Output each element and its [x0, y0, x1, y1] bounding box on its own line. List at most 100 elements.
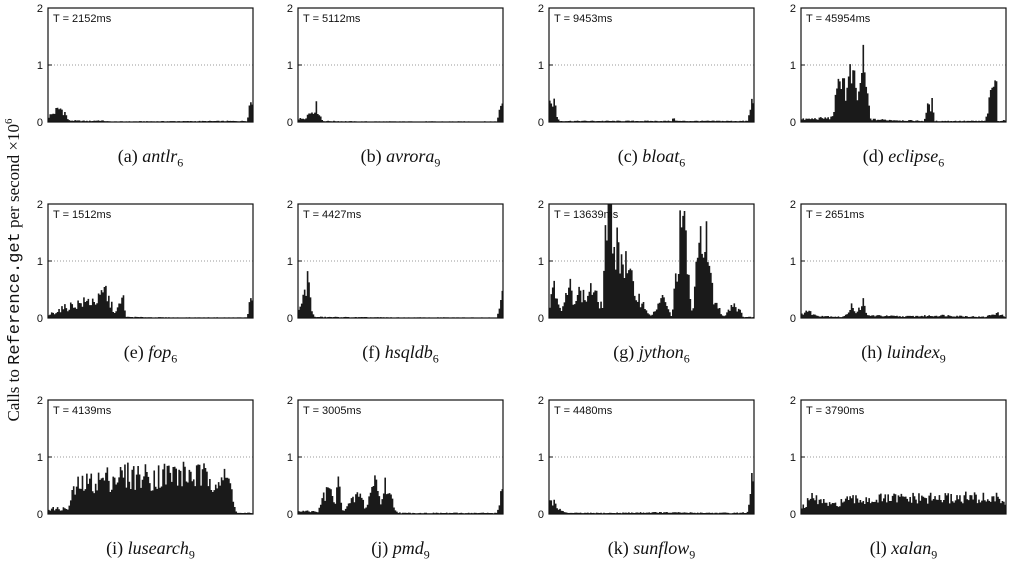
- caption-letter: (k): [607, 538, 634, 558]
- caption-letter: (j): [371, 538, 393, 558]
- y-tick-label: 2: [287, 199, 293, 211]
- y-tick-label: 2: [37, 199, 43, 211]
- y-tick-label: 0: [790, 117, 796, 129]
- y-tick-label: 1: [287, 452, 293, 464]
- chart-panel-sunflow: 0 1 2 T = 4480ms: [538, 395, 755, 521]
- y-tick-label: 2: [287, 395, 293, 407]
- caption-version: 9: [689, 547, 696, 562]
- caption-letter: (i): [106, 538, 128, 558]
- data-bars: [801, 44, 1007, 122]
- panel-caption-avrora: (b) avrora9: [296, 146, 506, 171]
- time-label: T = 5112ms: [303, 13, 361, 25]
- caption-benchmark: luindex: [886, 342, 940, 362]
- y-tick-label: 1: [538, 60, 544, 72]
- y-tick-label: 2: [790, 199, 796, 211]
- caption-letter: (h): [861, 342, 887, 362]
- caption-version: 9: [434, 155, 441, 170]
- chart-panel-bloat: 0 1 2 T = 9453ms: [538, 3, 755, 129]
- y-tick-label: 1: [790, 256, 796, 268]
- time-label: T = 1512ms: [53, 209, 112, 221]
- panel-caption-antlr: (a) antlr6: [46, 146, 256, 171]
- y-tick-label: 0: [287, 117, 293, 129]
- y-tick-label: 0: [37, 313, 43, 325]
- data-bars: [48, 285, 254, 318]
- y-tick-label: 0: [287, 509, 293, 521]
- caption-benchmark: pmd: [392, 538, 424, 558]
- caption-version: 6: [683, 351, 690, 366]
- data-bars: [298, 101, 504, 122]
- y-tick-label: 1: [790, 60, 796, 72]
- y-tick-label: 0: [538, 313, 544, 325]
- caption-benchmark: xalan: [891, 538, 932, 558]
- caption-letter: (f): [362, 342, 385, 362]
- y-tick-label: 0: [538, 117, 544, 129]
- data-bars: [801, 298, 1007, 318]
- caption-benchmark: jython: [638, 342, 684, 362]
- y-tick-label: 2: [538, 199, 544, 211]
- y-tick-label: 1: [287, 256, 293, 268]
- time-label: T = 4480ms: [554, 405, 613, 417]
- panel-caption-jython: (g) jython6: [547, 342, 757, 367]
- caption-version: 6: [171, 351, 178, 366]
- data-bars: [549, 473, 755, 514]
- y-tick-label: 0: [790, 509, 796, 521]
- y-tick-label: 1: [287, 60, 293, 72]
- caption-version: 9: [939, 351, 946, 366]
- panel-caption-xalan: (l) xalan9: [799, 538, 1009, 563]
- y-tick-label: 0: [37, 117, 43, 129]
- chart-panel-jython: 0 1 2 T = 13639ms: [538, 199, 755, 325]
- panel-caption-luindex: (h) luindex9: [799, 342, 1009, 367]
- y-tick-label: 2: [287, 3, 293, 15]
- panel-caption-bloat: (c) bloat6: [547, 146, 757, 171]
- caption-benchmark: lusearch: [127, 538, 189, 558]
- caption-version: 6: [938, 155, 945, 170]
- y-tick-label: 1: [37, 452, 43, 464]
- caption-version: 6: [177, 155, 184, 170]
- panel-caption-pmd: (j) pmd9: [296, 538, 506, 563]
- caption-version: 9: [423, 547, 430, 562]
- caption-benchmark: sunflow: [633, 538, 690, 558]
- caption-version: 9: [931, 547, 938, 562]
- caption-letter: (g): [613, 342, 639, 362]
- panel-caption-lusearch: (i) lusearch9: [46, 538, 256, 563]
- time-label: T = 13639ms: [554, 209, 619, 221]
- chart-panel-eclipse: 0 1 2 T = 45954ms: [790, 3, 1007, 129]
- caption-letter: (a): [117, 146, 143, 166]
- caption-letter: (d): [862, 146, 889, 166]
- data-bars: [298, 271, 504, 318]
- caption-version: 9: [188, 547, 195, 562]
- y-tick-label: 1: [538, 256, 544, 268]
- time-label: T = 2152ms: [53, 13, 112, 25]
- chart-panel-fop: 0 1 2 T = 1512ms: [37, 199, 254, 325]
- y-tick-label: 2: [37, 3, 43, 15]
- caption-letter: (e): [123, 342, 149, 362]
- y-tick-label: 1: [790, 452, 796, 464]
- time-label: T = 3790ms: [806, 405, 865, 417]
- data-bars: [48, 461, 254, 514]
- panel-caption-fop: (e) fop6: [46, 342, 256, 367]
- panel-caption-sunflow: (k) sunflow9: [547, 538, 757, 563]
- y-tick-label: 2: [538, 3, 544, 15]
- time-label: T = 4139ms: [53, 405, 112, 417]
- y-tick-label: 0: [538, 509, 544, 521]
- data-bars: [298, 475, 504, 514]
- y-tick-label: 2: [790, 3, 796, 15]
- chart-panel-antlr: 0 1 2 T = 2152ms: [37, 3, 254, 129]
- data-bars: [549, 204, 755, 318]
- chart-panel-pmd: 0 1 2 T = 3005ms: [287, 395, 504, 521]
- y-tick-label: 0: [790, 313, 796, 325]
- chart-panel-hsqldb: 0 1 2 T = 4427ms: [287, 199, 504, 325]
- caption-benchmark: hsqldb: [384, 342, 433, 362]
- chart-panel-xalan: 0 1 2 T = 3790ms: [790, 395, 1007, 521]
- caption-benchmark: bloat: [642, 146, 680, 166]
- caption-letter: (c): [617, 146, 643, 166]
- y-tick-label: 2: [37, 395, 43, 407]
- chart-panel-luindex: 0 1 2 T = 2651ms: [790, 199, 1007, 325]
- chart-panel-lusearch: 0 1 2 T = 4139ms: [37, 395, 254, 521]
- data-bars: [801, 491, 1007, 514]
- caption-letter: (b): [360, 146, 387, 166]
- y-tick-label: 2: [790, 395, 796, 407]
- time-label: T = 9453ms: [554, 13, 613, 25]
- caption-benchmark: antlr: [142, 146, 178, 166]
